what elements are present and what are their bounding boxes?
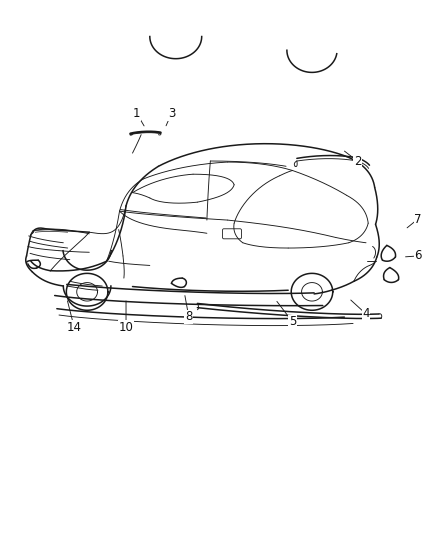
- Text: 7: 7: [414, 213, 422, 225]
- Text: 1: 1: [133, 107, 141, 120]
- Text: 2: 2: [353, 155, 361, 167]
- Text: 3: 3: [168, 107, 175, 120]
- Text: 5: 5: [289, 316, 296, 328]
- Text: 10: 10: [119, 321, 134, 334]
- Text: 14: 14: [67, 321, 81, 334]
- Text: 8: 8: [185, 310, 192, 323]
- Text: 6: 6: [414, 249, 422, 262]
- Text: 4: 4: [362, 308, 370, 320]
